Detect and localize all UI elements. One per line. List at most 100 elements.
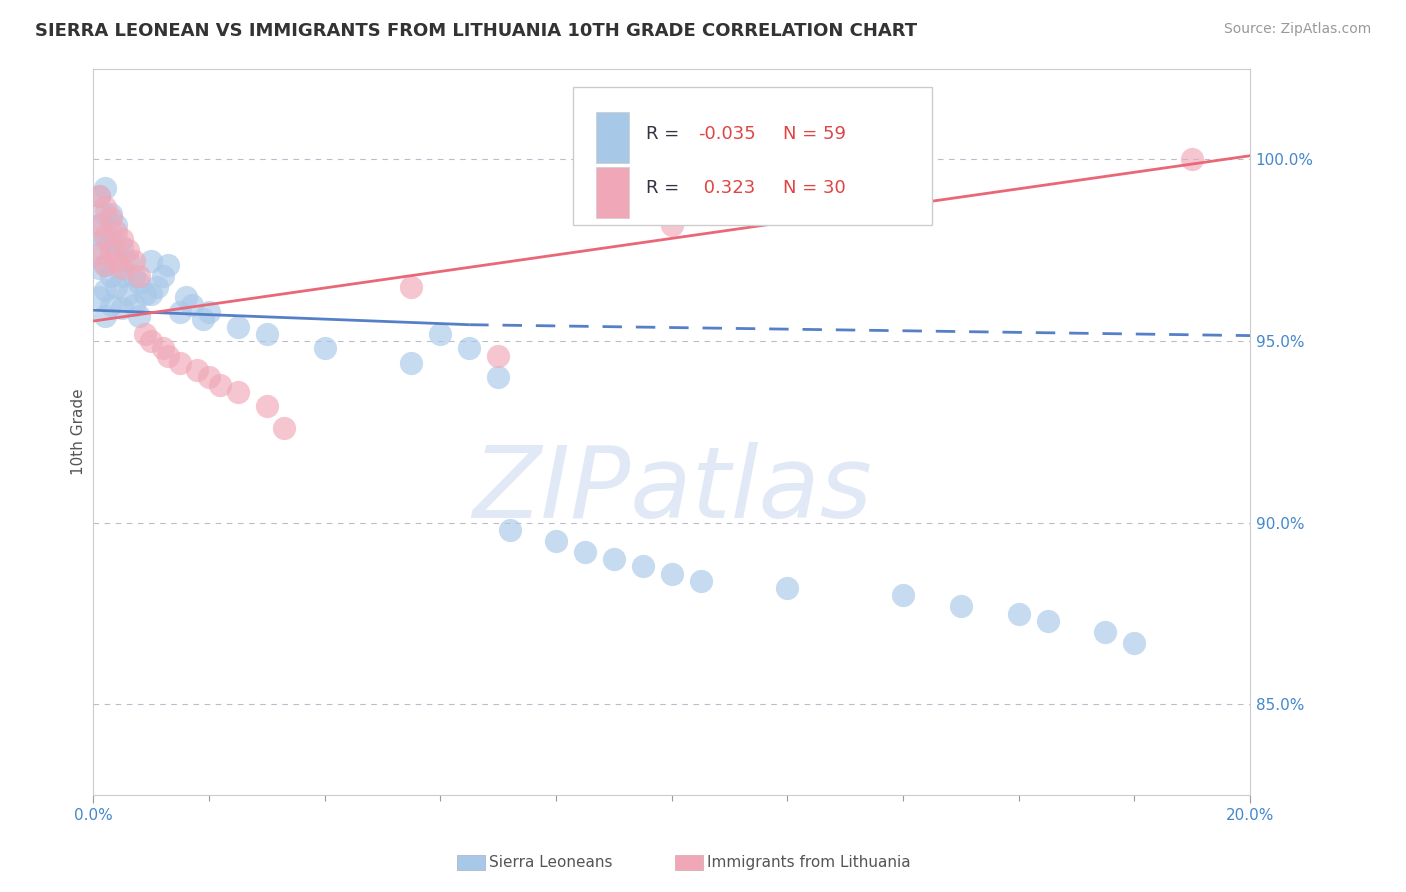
Point — [191, 312, 214, 326]
Point — [174, 290, 197, 304]
Point — [111, 232, 134, 246]
Text: Sierra Leoneans: Sierra Leoneans — [489, 855, 613, 870]
Point — [401, 279, 423, 293]
Point — [128, 276, 150, 290]
Point — [1094, 624, 1116, 639]
Point — [152, 268, 174, 283]
Point — [100, 211, 122, 225]
Point — [100, 298, 122, 312]
Point — [1036, 614, 1059, 628]
Point — [94, 258, 117, 272]
Point — [128, 309, 150, 323]
Point — [105, 225, 128, 239]
FancyBboxPatch shape — [596, 112, 628, 163]
Point — [574, 545, 596, 559]
Point — [117, 286, 139, 301]
Point — [157, 349, 180, 363]
Point — [100, 235, 122, 250]
Text: N = 30: N = 30 — [783, 179, 845, 197]
Point — [105, 254, 128, 268]
Point — [134, 326, 156, 341]
Point — [94, 207, 117, 221]
Point — [169, 356, 191, 370]
FancyBboxPatch shape — [596, 167, 628, 218]
Point — [100, 268, 122, 283]
Point — [256, 326, 278, 341]
Point — [180, 298, 202, 312]
Point — [87, 239, 110, 253]
Point — [209, 377, 232, 392]
Point — [226, 319, 249, 334]
Text: Immigrants from Lithuania: Immigrants from Lithuania — [707, 855, 911, 870]
Point — [256, 400, 278, 414]
Point — [87, 188, 110, 202]
Point — [87, 188, 110, 202]
Point — [94, 232, 117, 246]
Point — [1123, 635, 1146, 649]
Point — [117, 244, 139, 258]
Point — [139, 254, 162, 268]
Point — [87, 247, 110, 261]
Point — [87, 218, 110, 232]
Point — [486, 349, 509, 363]
Text: N = 59: N = 59 — [783, 125, 846, 143]
Point — [157, 258, 180, 272]
Point — [111, 268, 134, 283]
Point — [94, 283, 117, 297]
Y-axis label: 10th Grade: 10th Grade — [72, 389, 86, 475]
Point — [87, 218, 110, 232]
Point — [186, 363, 208, 377]
Point — [891, 589, 914, 603]
Point — [689, 574, 711, 588]
Point — [122, 298, 145, 312]
Point — [226, 384, 249, 399]
Text: -0.035: -0.035 — [699, 125, 756, 143]
Text: SIERRA LEONEAN VS IMMIGRANTS FROM LITHUANIA 10TH GRADE CORRELATION CHART: SIERRA LEONEAN VS IMMIGRANTS FROM LITHUA… — [35, 22, 917, 40]
Point — [100, 207, 122, 221]
Point — [949, 599, 972, 614]
Point — [94, 200, 117, 214]
Point — [111, 261, 134, 276]
Text: R =: R = — [647, 125, 685, 143]
Point — [134, 286, 156, 301]
Point — [499, 523, 522, 537]
Point — [198, 305, 221, 319]
Point — [544, 533, 567, 548]
Point — [401, 356, 423, 370]
Point — [94, 228, 117, 243]
Point — [429, 326, 451, 341]
Point — [603, 552, 626, 566]
Text: Source: ZipAtlas.com: Source: ZipAtlas.com — [1223, 22, 1371, 37]
Point — [87, 261, 110, 276]
Text: ZIPatlas: ZIPatlas — [471, 442, 872, 539]
Point — [94, 181, 117, 195]
Point — [661, 218, 683, 232]
Point — [87, 290, 110, 304]
Point — [128, 268, 150, 283]
Point — [139, 286, 162, 301]
Point — [139, 334, 162, 348]
Point — [1008, 607, 1031, 621]
Point — [111, 239, 134, 253]
Point — [458, 341, 481, 355]
Point — [1181, 153, 1204, 167]
Point — [314, 341, 336, 355]
Point — [273, 421, 295, 435]
Point — [117, 254, 139, 268]
Point — [94, 309, 117, 323]
Point — [631, 559, 654, 574]
Text: 0.323: 0.323 — [699, 179, 755, 197]
Point — [661, 566, 683, 581]
Point — [94, 258, 117, 272]
Point — [105, 279, 128, 293]
Point — [776, 581, 799, 595]
Point — [122, 254, 145, 268]
Point — [198, 370, 221, 384]
Point — [100, 244, 122, 258]
Point — [122, 268, 145, 283]
Point — [152, 341, 174, 355]
Point — [169, 305, 191, 319]
Point — [105, 247, 128, 261]
Point — [146, 279, 169, 293]
FancyBboxPatch shape — [574, 87, 932, 225]
